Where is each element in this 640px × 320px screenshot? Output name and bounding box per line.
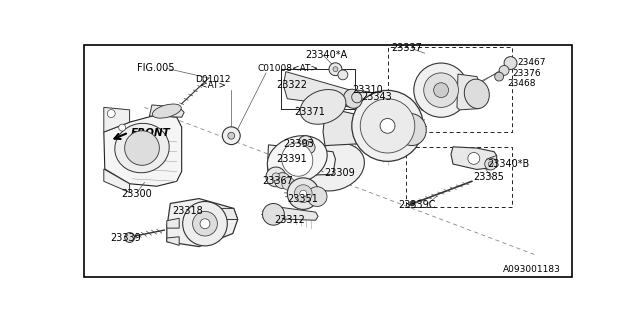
Text: 23391: 23391 xyxy=(276,154,307,164)
Polygon shape xyxy=(167,218,179,228)
Text: 23310: 23310 xyxy=(352,85,383,95)
Polygon shape xyxy=(167,198,237,247)
Ellipse shape xyxy=(268,136,327,184)
Text: 23318: 23318 xyxy=(172,206,202,216)
Ellipse shape xyxy=(300,90,346,124)
Text: 23340*B: 23340*B xyxy=(488,159,530,169)
Text: 23337: 23337 xyxy=(391,43,422,53)
Circle shape xyxy=(193,212,218,236)
Circle shape xyxy=(272,173,280,181)
Text: 23343: 23343 xyxy=(362,92,392,102)
Text: 23322: 23322 xyxy=(276,80,307,90)
Text: FIG.005: FIG.005 xyxy=(137,63,175,74)
Polygon shape xyxy=(219,208,237,220)
Polygon shape xyxy=(451,147,497,170)
Text: D01012: D01012 xyxy=(195,75,230,84)
Text: 23309: 23309 xyxy=(324,168,355,178)
Circle shape xyxy=(329,63,342,76)
Polygon shape xyxy=(167,237,179,245)
Circle shape xyxy=(338,70,348,80)
Circle shape xyxy=(307,187,327,206)
Polygon shape xyxy=(457,74,481,110)
Polygon shape xyxy=(323,108,397,146)
Circle shape xyxy=(484,158,497,170)
Text: 23376: 23376 xyxy=(513,69,541,78)
Text: <AT>: <AT> xyxy=(200,81,226,90)
Circle shape xyxy=(125,233,134,243)
Ellipse shape xyxy=(115,123,169,173)
Circle shape xyxy=(333,67,338,72)
Circle shape xyxy=(287,178,319,209)
Circle shape xyxy=(414,63,468,117)
Text: 23339: 23339 xyxy=(110,234,141,244)
Ellipse shape xyxy=(464,79,490,108)
Polygon shape xyxy=(104,108,129,132)
Text: A093001183: A093001183 xyxy=(503,266,561,275)
Circle shape xyxy=(352,90,423,161)
Text: 23371: 23371 xyxy=(294,107,325,117)
Polygon shape xyxy=(284,72,355,108)
Polygon shape xyxy=(355,90,372,105)
Polygon shape xyxy=(420,72,460,110)
Circle shape xyxy=(118,124,125,131)
Circle shape xyxy=(424,73,458,108)
Polygon shape xyxy=(486,156,497,170)
Polygon shape xyxy=(278,150,313,164)
Polygon shape xyxy=(104,169,129,192)
Circle shape xyxy=(504,57,517,69)
Text: 23385: 23385 xyxy=(473,172,504,182)
Ellipse shape xyxy=(396,114,426,146)
Circle shape xyxy=(300,190,307,197)
Text: C01008<AT>: C01008<AT> xyxy=(257,64,319,73)
Text: 23468: 23468 xyxy=(508,79,536,89)
Circle shape xyxy=(294,185,312,203)
Ellipse shape xyxy=(351,92,362,103)
Circle shape xyxy=(262,204,284,225)
Ellipse shape xyxy=(344,89,362,108)
Circle shape xyxy=(200,219,210,228)
Circle shape xyxy=(380,118,395,133)
Circle shape xyxy=(282,177,295,190)
Circle shape xyxy=(303,142,315,154)
Text: 23340*A: 23340*A xyxy=(306,50,348,60)
Ellipse shape xyxy=(374,116,420,151)
Circle shape xyxy=(266,167,286,187)
Polygon shape xyxy=(268,145,335,176)
Text: 23312: 23312 xyxy=(275,214,305,225)
Circle shape xyxy=(495,72,504,81)
Circle shape xyxy=(108,110,115,117)
Polygon shape xyxy=(104,115,182,186)
Circle shape xyxy=(182,202,227,246)
Circle shape xyxy=(222,127,240,145)
Circle shape xyxy=(360,99,415,153)
Text: 23367: 23367 xyxy=(262,176,293,186)
Text: 23393: 23393 xyxy=(284,139,314,149)
Ellipse shape xyxy=(282,143,313,176)
Circle shape xyxy=(488,162,493,166)
Ellipse shape xyxy=(125,131,159,165)
Polygon shape xyxy=(388,108,413,146)
Circle shape xyxy=(434,83,449,98)
Circle shape xyxy=(468,153,480,164)
Ellipse shape xyxy=(305,143,364,191)
Polygon shape xyxy=(273,206,318,220)
Text: FRONT: FRONT xyxy=(131,128,170,138)
Text: 23467: 23467 xyxy=(518,58,546,67)
Text: 23339C: 23339C xyxy=(399,200,436,211)
Circle shape xyxy=(499,66,509,75)
Polygon shape xyxy=(150,105,184,117)
Text: 23300: 23300 xyxy=(122,188,152,199)
Text: 23351: 23351 xyxy=(287,194,318,204)
Circle shape xyxy=(298,136,313,150)
Circle shape xyxy=(303,140,308,146)
Circle shape xyxy=(228,132,235,139)
Circle shape xyxy=(410,201,415,206)
Circle shape xyxy=(275,173,291,188)
Ellipse shape xyxy=(152,104,181,118)
